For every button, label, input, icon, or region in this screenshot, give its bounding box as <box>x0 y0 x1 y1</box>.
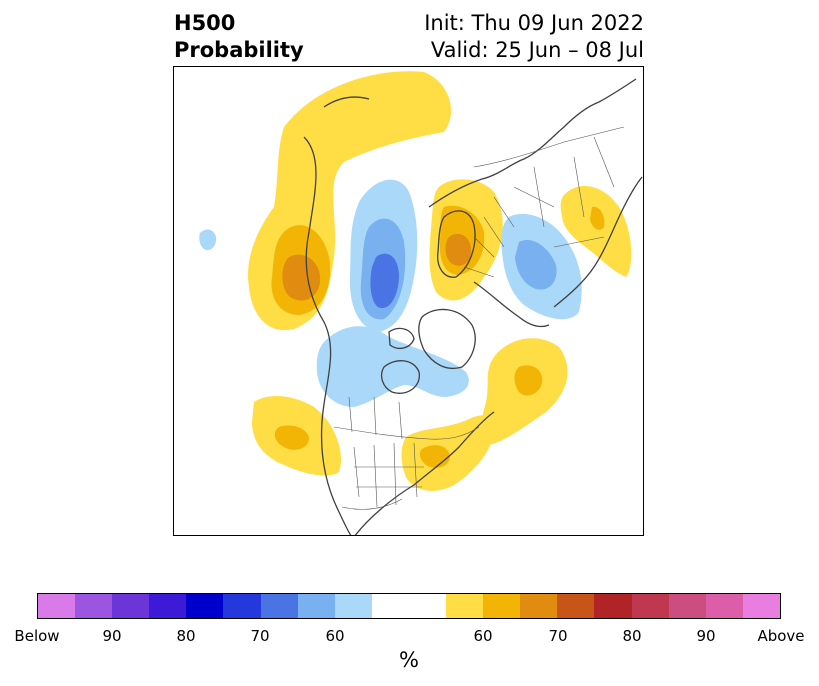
border-us-states <box>353 442 424 508</box>
colorbar-segment-1 <box>75 594 113 618</box>
above-alaska-peak <box>282 254 321 301</box>
colorbar-segment-10 <box>408 594 447 618</box>
colorbar-tick-below-70: 70 <box>250 627 270 645</box>
scandinavia <box>437 210 476 278</box>
colorbar-unit-label: % <box>399 648 419 672</box>
eurasia-arctic-coast <box>428 78 637 208</box>
colorbar-segment-18 <box>705 594 743 618</box>
below-siberia-core <box>515 239 557 290</box>
title-line-2: Probability <box>174 38 304 62</box>
colorbar-segment-3 <box>149 594 187 618</box>
colorbar-tick-above-90: 90 <box>696 627 716 645</box>
colorbar <box>37 593 781 619</box>
above-atlantic-core <box>514 365 543 396</box>
hudson-bay <box>381 360 420 394</box>
border-europe <box>463 196 515 278</box>
above-scandinavia-peak <box>445 233 472 266</box>
border-us-canada <box>333 426 480 440</box>
colorbar-tick-above-70: 70 <box>548 627 568 645</box>
canadian-archipelago <box>388 327 415 350</box>
border-asia <box>513 136 615 248</box>
chart-title: H500 Probability <box>174 10 304 64</box>
map-panel <box>173 66 644 536</box>
forecast-dates: Init: Thu 09 Jun 2022 Valid: 25 Jun – 08… <box>424 10 644 64</box>
colorbar-segment-12 <box>483 594 521 618</box>
colorbar-segment-5 <box>223 594 261 618</box>
probability-map <box>199 71 643 535</box>
init-date: Init: Thu 09 Jun 2022 <box>424 11 644 35</box>
below-normal-shading <box>199 179 582 407</box>
colorbar-segment-15 <box>594 594 632 618</box>
colorbar-tick-below-80: 80 <box>176 627 196 645</box>
valid-range: Valid: 25 Jun – 08 Jul <box>430 38 644 62</box>
europe-coast <box>473 281 550 328</box>
colorbar-tick-below: Below <box>14 627 60 645</box>
colorbar-tick-above: Above <box>757 627 805 645</box>
colorbar-segment-7 <box>297 594 335 618</box>
colorbar-segment-9 <box>371 594 409 618</box>
above-pacific-core <box>274 425 309 450</box>
colorbar-segment-2 <box>112 594 150 618</box>
kamchatka <box>323 96 370 108</box>
colorbar-segment-0 <box>38 594 76 618</box>
colorbar-segment-6 <box>260 594 298 618</box>
colorbar-segment-16 <box>631 594 669 618</box>
colorbar-segment-4 <box>186 594 224 618</box>
above-east-asia-core <box>590 206 605 230</box>
border-canada-provinces <box>348 396 403 440</box>
political-borders <box>333 126 625 510</box>
colorbar-segment-13 <box>520 594 558 618</box>
colorbar-tick-below-90: 90 <box>102 627 122 645</box>
below-arctic-core <box>370 253 399 309</box>
east-asia-coast <box>553 176 643 308</box>
north-america-east-coast <box>354 411 495 535</box>
colorbar-segment-19 <box>742 594 780 618</box>
border-russia <box>473 126 625 168</box>
north-america-west-coast <box>303 136 352 535</box>
colorbar-segment-11 <box>446 594 484 618</box>
colorbar-tick-above-60: 60 <box>473 627 493 645</box>
colorbar-tick-above-80: 80 <box>622 627 642 645</box>
colorbar-segment-17 <box>668 594 706 618</box>
greenland <box>418 308 476 369</box>
border-us-mexico <box>341 498 403 510</box>
title-line-1: H500 <box>174 11 236 35</box>
coastlines <box>303 78 643 535</box>
colorbar-tick-below-60: 60 <box>325 627 345 645</box>
colorbar-segment-8 <box>334 594 372 618</box>
below-pacific-blob <box>199 229 217 251</box>
above-normal-shading <box>248 71 632 491</box>
above-east-asia-ridge <box>560 185 632 277</box>
colorbar-segment-14 <box>557 594 595 618</box>
below-hudson-trough <box>316 326 469 407</box>
